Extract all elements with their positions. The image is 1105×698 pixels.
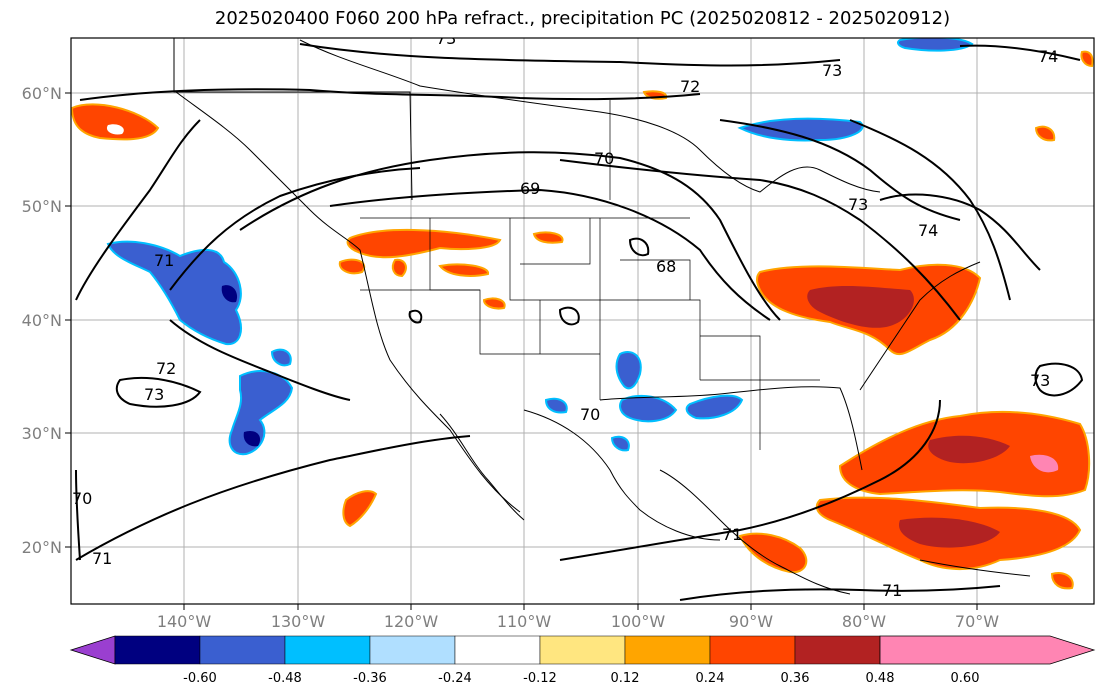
lon-label: 130°W	[271, 612, 326, 631]
contour-label: 70	[72, 489, 92, 508]
colorbar-segment	[624, 635, 711, 665]
contour-label: 70	[594, 149, 614, 168]
contour-labels: 73 72 73 70 69 68 70 73 74 72 73 71 70 7…	[72, 29, 1058, 600]
colorbar-segment	[199, 635, 286, 665]
lon-label: 100°W	[611, 612, 666, 631]
lat-label: 30°N	[22, 424, 62, 443]
colorbar-tick-label: 0.36	[781, 671, 810, 686]
coastlines	[173, 38, 1031, 595]
contour-label: 70	[580, 405, 600, 424]
precip-positive-areas	[71, 50, 1094, 590]
colorbar-tick-label: 0.60	[951, 671, 980, 686]
contour-label: 71	[92, 549, 112, 568]
lon-label: 140°W	[157, 612, 212, 631]
colorbar-tick-label: 0.24	[696, 671, 725, 686]
contour-label: 69	[520, 179, 540, 198]
contour-label: 73	[1030, 371, 1050, 390]
lat-label: 50°N	[22, 197, 62, 216]
contour-label: 73	[848, 195, 868, 214]
longitude-labels: 140°W 130°W 120°W 110°W 100°W 90°W 80°W …	[157, 612, 999, 631]
contour-label: 71	[154, 251, 174, 270]
contour-label: 73	[144, 385, 164, 404]
colorbar-tick-label: -0.48	[268, 671, 302, 686]
colorbar: -0.60 -0.48 -0.36 -0.24 -0.12 0.12 0.24 …	[69, 635, 1096, 686]
colorbar-segment	[114, 635, 201, 665]
contour-label: 68	[656, 257, 676, 276]
contour-label: 72	[156, 359, 176, 378]
colorbar-tick-label: -0.24	[438, 671, 472, 686]
contour-label: 74	[918, 221, 938, 240]
map-title: 2025020400 F060 200 hPa refract., precip…	[214, 8, 951, 29]
colorbar-segment	[709, 635, 796, 665]
colorbar-tick-label: -0.12	[523, 671, 557, 686]
contour-label: 71	[882, 581, 902, 600]
colorbar-segment	[539, 635, 626, 665]
precip-negative-areas	[106, 38, 974, 456]
contour-label: 72	[680, 77, 700, 96]
colorbar-tick-label: -0.36	[353, 671, 387, 686]
colorbar-max-arrow	[879, 635, 1096, 665]
colorbar-tick-label: 0.48	[866, 671, 895, 686]
latitude-labels: 20°N 30°N 40°N 50°N 60°N	[22, 84, 62, 557]
map-frame	[70, 37, 1095, 605]
state-borders	[360, 100, 820, 450]
lon-label: 120°W	[384, 612, 439, 631]
contour-label: 71	[722, 525, 742, 544]
colorbar-segment	[369, 635, 456, 665]
colorbar-tick-label: -0.60	[183, 671, 217, 686]
lat-label: 20°N	[22, 538, 62, 557]
lon-label: 80°W	[842, 612, 886, 631]
lat-label: 60°N	[22, 84, 62, 103]
colorbar-segment	[284, 635, 371, 665]
contour-label: 73	[822, 61, 842, 80]
lon-label: 110°W	[497, 612, 552, 631]
colorbar-segment	[794, 635, 881, 665]
lon-label: 70°W	[955, 612, 999, 631]
lon-label: 90°W	[729, 612, 773, 631]
lat-label: 40°N	[22, 311, 62, 330]
colorbar-segment	[454, 635, 541, 665]
colorbar-min-arrow	[69, 635, 116, 665]
contour-label: 73	[436, 29, 456, 48]
map-plot-area: 73 72 73 70 69 68 70 73 74 72 73 71 70 7…	[22, 29, 1095, 631]
colorbar-tick-label: 0.12	[611, 671, 640, 686]
contour-label: 74	[1038, 47, 1058, 66]
axis-ticks	[65, 92, 978, 610]
refractivity-contours	[75, 43, 1084, 601]
